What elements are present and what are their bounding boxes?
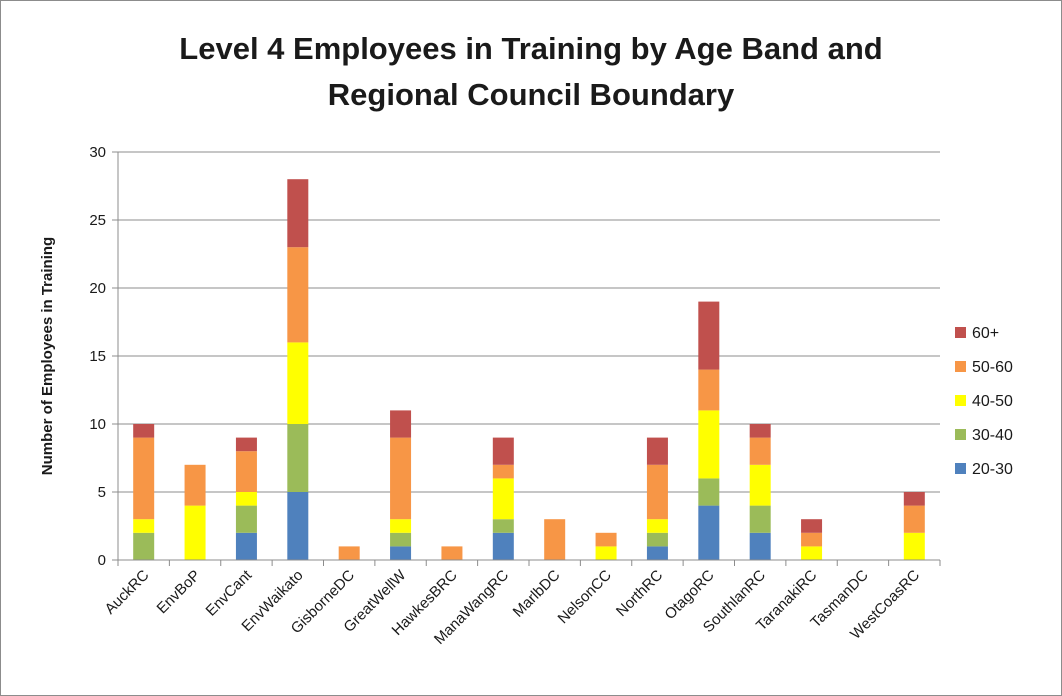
bar-segment bbox=[133, 519, 155, 533]
bar-segment bbox=[390, 437, 412, 520]
bar-segment bbox=[287, 492, 309, 560]
x-axis-ticks: AuckRC EnvBoPEnvCantEnvWaikatoGisborneDCG… bbox=[102, 560, 941, 648]
bar-segment bbox=[184, 464, 206, 506]
y-tick-label: 20 bbox=[89, 280, 106, 297]
bar-segment bbox=[287, 342, 309, 424]
bar-segment bbox=[646, 464, 668, 520]
legend-label: 20-30 bbox=[972, 461, 1013, 478]
bar-segment bbox=[749, 464, 771, 506]
x-tick-label: NelsonCC bbox=[555, 567, 615, 627]
legend-label: 60+ bbox=[972, 325, 999, 342]
bar-segment bbox=[698, 369, 720, 411]
y-tick-label: 10 bbox=[89, 416, 106, 433]
bar-segment bbox=[903, 532, 925, 560]
bar-segment bbox=[235, 505, 257, 533]
x-tick-label: MarlbDC bbox=[510, 567, 564, 621]
bar-segment bbox=[235, 532, 257, 560]
y-axis-label: Number of Employees in Training bbox=[39, 237, 56, 475]
bar-segment bbox=[390, 546, 412, 560]
y-tick-label: 25 bbox=[89, 212, 106, 229]
x-tick-label: EnvCant bbox=[203, 566, 256, 619]
legend-label: 40-50 bbox=[972, 393, 1013, 410]
bar-segment bbox=[698, 410, 720, 479]
x-tick-label: AuckRC bbox=[102, 567, 153, 618]
y-tick-label: 30 bbox=[89, 144, 106, 161]
bar-segment bbox=[133, 437, 155, 520]
bar-segment bbox=[749, 505, 771, 533]
legend-swatch bbox=[955, 361, 966, 372]
bar-segment bbox=[749, 437, 771, 465]
bar-segment bbox=[646, 546, 668, 560]
legend-swatch bbox=[955, 395, 966, 406]
bar-segment bbox=[492, 437, 514, 465]
bar-segment bbox=[133, 532, 155, 560]
gridlines bbox=[118, 151, 940, 493]
bar-segment bbox=[698, 505, 720, 560]
bar-segment bbox=[646, 532, 668, 547]
legend-label: 30-40 bbox=[972, 427, 1013, 444]
bar-segment bbox=[492, 519, 514, 533]
y-tick-label: 5 bbox=[98, 484, 106, 501]
y-tick-label: 0 bbox=[98, 552, 106, 569]
x-tick-label: EnvBoP bbox=[154, 567, 204, 617]
bar-segment bbox=[133, 424, 155, 438]
bar-segment bbox=[184, 505, 206, 560]
bar-segment bbox=[441, 546, 463, 560]
bar-segment bbox=[595, 532, 617, 547]
bar-segment bbox=[287, 424, 309, 492]
bar-segment bbox=[235, 451, 257, 492]
bar-segment bbox=[749, 424, 771, 438]
legend-label: 50-60 bbox=[972, 359, 1013, 376]
bar-segment bbox=[544, 519, 566, 560]
legend: 60+ 50-60 40-50 30-40 20-30 bbox=[955, 325, 1013, 478]
bar-segment bbox=[903, 505, 925, 533]
legend-swatch bbox=[955, 327, 966, 338]
bar-segment bbox=[390, 410, 412, 438]
bar-segment bbox=[595, 546, 617, 560]
chart-title-line-1: Level 4 Employees in Training by Age Ban… bbox=[179, 31, 883, 66]
bar-segment bbox=[390, 519, 412, 533]
bar-segment bbox=[492, 478, 514, 520]
bar-segment bbox=[801, 546, 823, 560]
bar-segment bbox=[646, 519, 668, 533]
y-tick-label: 15 bbox=[89, 348, 106, 365]
bar-segment bbox=[492, 464, 514, 479]
chart-title-line-2: Regional Council Boundary bbox=[327, 77, 735, 112]
legend-swatch bbox=[955, 429, 966, 440]
bar-segment bbox=[235, 437, 257, 452]
bar-segment bbox=[338, 546, 360, 560]
bar-segment bbox=[287, 247, 309, 343]
y-axis-ticks: 0 5 10 15 20 25 30 bbox=[89, 144, 118, 569]
bar-segment bbox=[646, 437, 668, 465]
bar-segment bbox=[903, 492, 925, 506]
x-tick-label: NorthRC bbox=[613, 567, 666, 620]
legend-swatch bbox=[955, 463, 966, 474]
bar-segment bbox=[749, 532, 771, 560]
bar-segment bbox=[698, 301, 720, 370]
bar-segment bbox=[492, 532, 514, 560]
bar-segment bbox=[801, 532, 823, 547]
chart-title: Level 4 Employees in Training by Age Ban… bbox=[0, 26, 1062, 118]
bar-segment bbox=[801, 519, 823, 533]
bar-segment bbox=[235, 492, 257, 506]
bars bbox=[133, 179, 925, 560]
bar-segment bbox=[287, 179, 309, 248]
bar-segment bbox=[390, 532, 412, 547]
bar-segment bbox=[698, 478, 720, 506]
